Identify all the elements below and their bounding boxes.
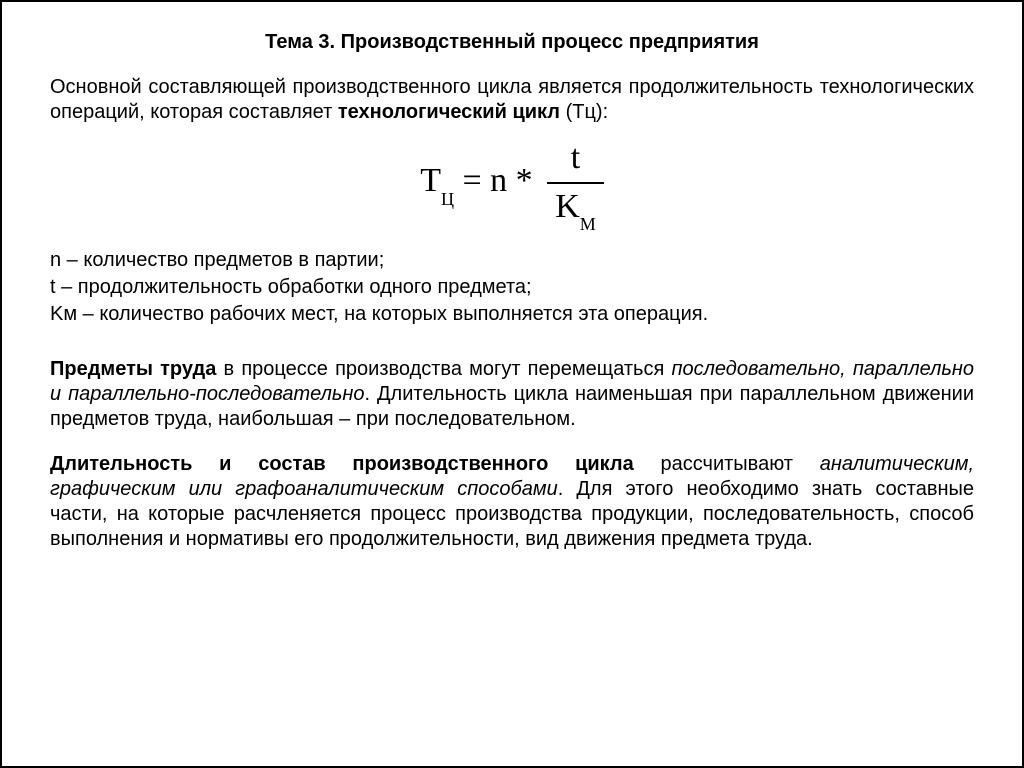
page-title: Тема 3. Производственный процесс предпри… bbox=[50, 30, 974, 55]
formula-numerator: t bbox=[547, 137, 604, 182]
intro-bold-term: технологический цикл bbox=[338, 101, 560, 123]
intro-paragraph: Основной составляющей производственного … bbox=[50, 75, 974, 125]
formula-eq: = n * bbox=[454, 162, 541, 199]
def-km: Kм – количество рабочих мест, на которых… bbox=[50, 302, 974, 327]
body-paragraph-1: Предметы труда в процессе производства м… bbox=[50, 357, 974, 432]
p2-bold: Длительность и состав производственного … bbox=[50, 453, 634, 475]
formula-lhs-sub: Ц bbox=[441, 189, 454, 209]
formula-den-sub: М bbox=[580, 214, 596, 234]
formula-fraction: t KМ bbox=[547, 137, 604, 230]
body-paragraph-2: Длительность и состав производственного … bbox=[50, 452, 974, 552]
body-block: Предметы труда в процессе производства м… bbox=[50, 357, 974, 552]
formula: TЦ = n * t KМ bbox=[50, 137, 974, 230]
p1-bold: Предметы труда bbox=[50, 358, 216, 380]
p2-text-a: рассчитывают bbox=[634, 453, 820, 475]
document-page: Тема 3. Производственный процесс предпри… bbox=[0, 0, 1024, 768]
variable-definitions: n – количество предметов в партии; t – п… bbox=[50, 248, 974, 327]
p1-text-a: в процессе производства могут перемещать… bbox=[216, 358, 671, 380]
def-t: t – продолжительность обработки одного п… bbox=[50, 275, 974, 300]
formula-den-main: K bbox=[555, 188, 580, 225]
formula-denominator: KМ bbox=[547, 182, 604, 230]
def-n: n – количество предметов в партии; bbox=[50, 248, 974, 273]
formula-lhs-main: T bbox=[420, 162, 441, 199]
intro-text-2: (Тц): bbox=[560, 101, 608, 123]
